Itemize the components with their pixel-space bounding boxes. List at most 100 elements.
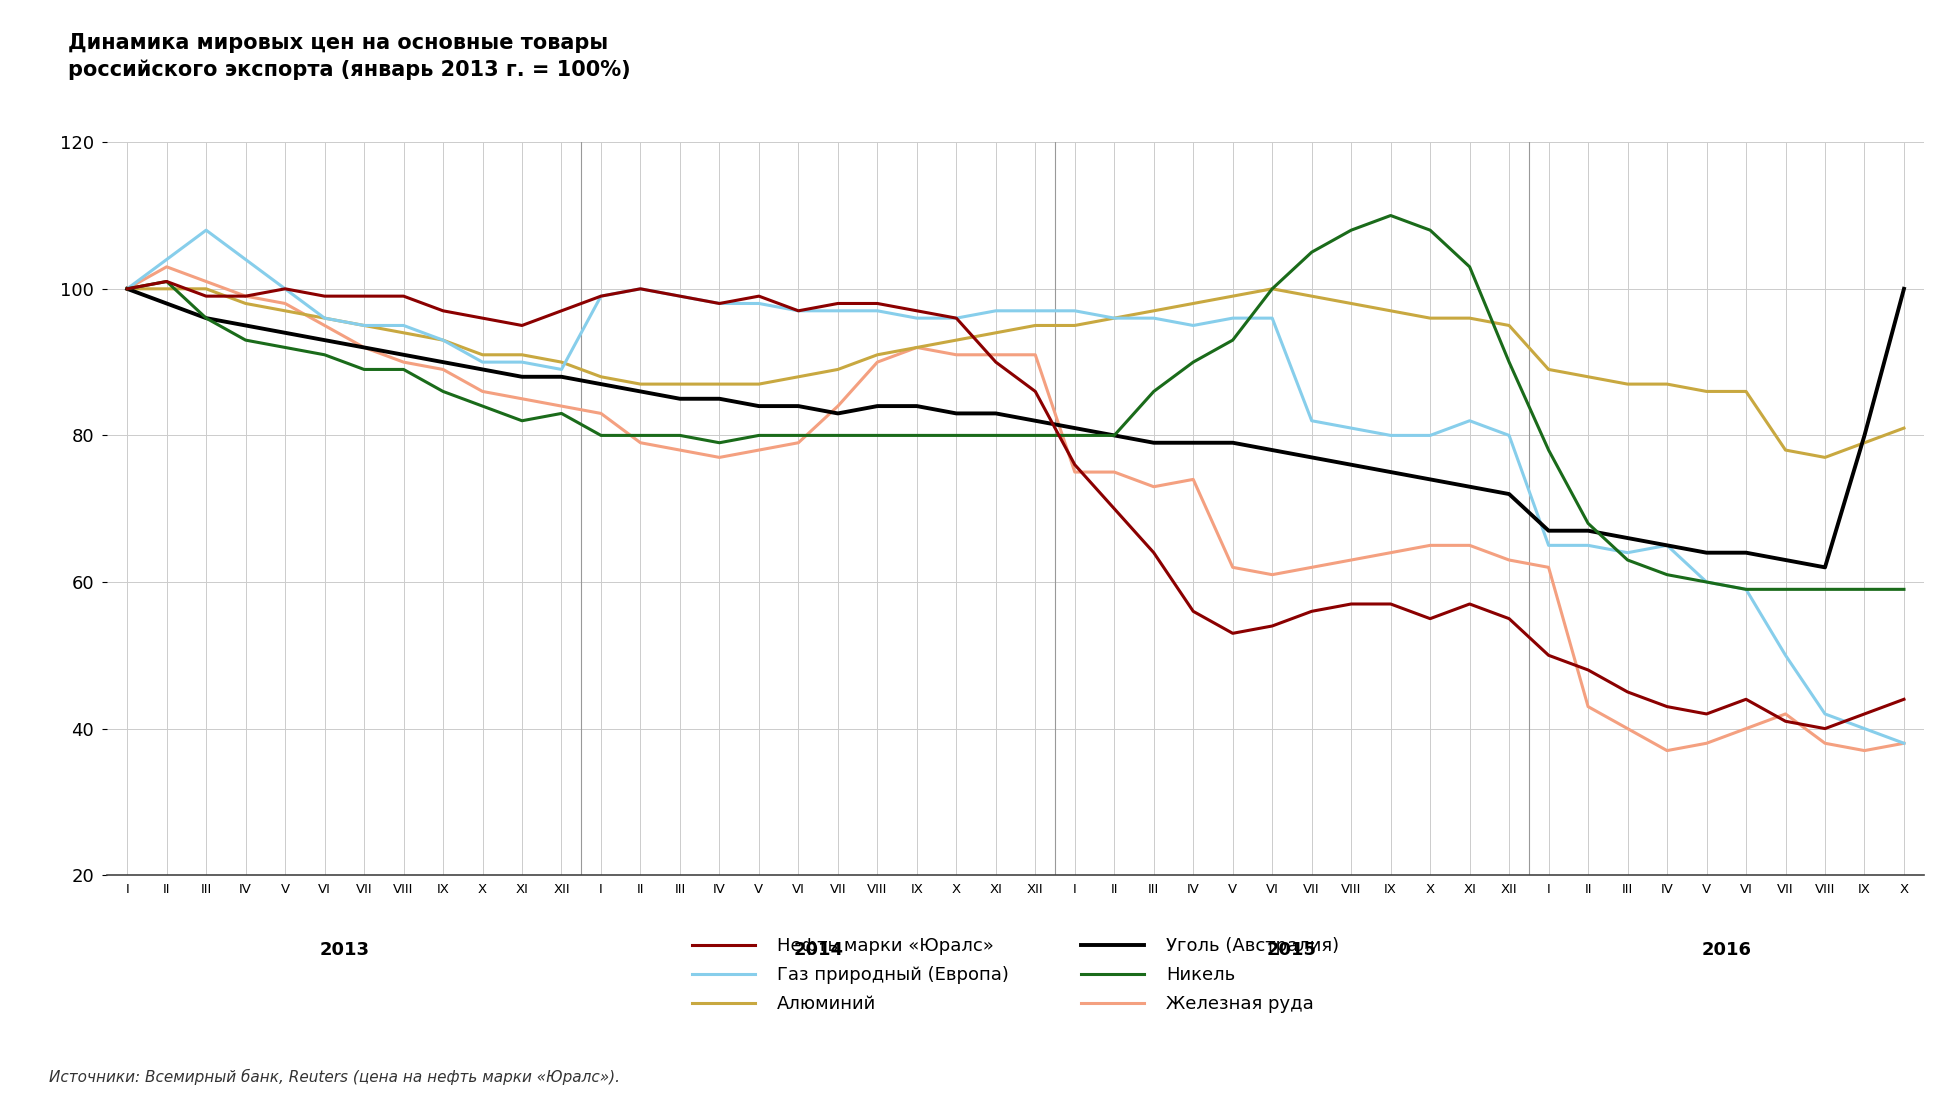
Line: Никель: Никель (127, 216, 1904, 590)
Алюминий (1498, 319, 1521, 333)
Нефть марки «Юралс» (945, 312, 969, 325)
Газ природный (Европа) (1734, 583, 1758, 596)
Нефть марки «Юралс» (115, 282, 139, 295)
Железная руда (1576, 700, 1600, 713)
Уголь (Австралия) (1143, 437, 1166, 450)
Никель (1103, 429, 1127, 442)
Газ природный (Европа) (826, 304, 850, 317)
Нефть марки «Юралс» (195, 290, 219, 303)
Алюминий (1457, 312, 1480, 325)
Уголь (Австралия) (510, 370, 533, 383)
Никель (1418, 223, 1441, 236)
Железная руда (1537, 561, 1560, 574)
Алюминий (1892, 421, 1916, 434)
Алюминий (352, 319, 375, 333)
Нефть марки «Юралс» (1340, 597, 1363, 610)
Газ природный (Европа) (1418, 429, 1441, 442)
Legend: Нефть марки «Юралс», Газ природный (Европа), Алюминий, Уголь (Австралия), Никель: Нефть марки «Юралс», Газ природный (Евро… (686, 930, 1346, 1020)
Уголь (Австралия) (1537, 524, 1560, 537)
Газ природный (Европа) (471, 356, 494, 369)
Железная руда (1812, 736, 1836, 749)
Железная руда (668, 443, 691, 456)
Нефть марки «Юралс» (1498, 612, 1521, 625)
Уголь (Австралия) (826, 407, 850, 420)
Железная руда (510, 393, 533, 406)
Никель (668, 429, 691, 442)
Газ природный (Европа) (1892, 736, 1916, 749)
Никель (393, 363, 416, 376)
Железная руда (1143, 480, 1166, 493)
Алюминий (904, 341, 928, 354)
Нефть марки «Юралс» (1853, 708, 1877, 721)
Нефть марки «Юралс» (154, 275, 178, 288)
Уголь (Австралия) (668, 393, 691, 406)
Никель (312, 348, 336, 361)
Нефть марки «Юралс» (1418, 612, 1441, 625)
Алюминий (945, 334, 969, 347)
Железная руда (432, 363, 455, 376)
Уголь (Австралия) (195, 312, 219, 325)
Line: Железная руда: Железная руда (127, 267, 1904, 750)
Газ природный (Европа) (432, 334, 455, 347)
Алюминий (115, 282, 139, 295)
Газ природный (Европа) (1773, 649, 1797, 662)
Нефть марки «Юралс» (984, 356, 1008, 369)
Никель (629, 429, 652, 442)
Алюминий (826, 363, 850, 376)
Железная руда (904, 341, 928, 354)
Газ природный (Европа) (154, 253, 178, 266)
Никель (1812, 583, 1836, 596)
Нефть марки «Юралс» (629, 282, 652, 295)
Железная руда (115, 282, 139, 295)
Газ природный (Европа) (1812, 708, 1836, 721)
Железная руда (1695, 736, 1719, 749)
Алюминий (1062, 319, 1086, 333)
Газ природный (Европа) (1537, 539, 1560, 552)
Нефть марки «Юралс» (1695, 708, 1719, 721)
Уголь (Австралия) (234, 319, 258, 333)
Никель (154, 275, 178, 288)
Железная руда (195, 275, 219, 288)
Алюминий (1773, 443, 1797, 456)
Алюминий (312, 312, 336, 325)
Железная руда (787, 437, 810, 450)
Нефть марки «Юралс» (787, 304, 810, 317)
Газ природный (Европа) (1457, 415, 1480, 428)
Железная руда (590, 407, 613, 420)
Уголь (Австралия) (312, 334, 336, 347)
Уголь (Австралия) (1260, 443, 1283, 456)
Нефть марки «Юралс» (1301, 605, 1324, 618)
Нефть марки «Юралс» (352, 290, 375, 303)
Никель (1734, 583, 1758, 596)
Уголь (Австралия) (787, 399, 810, 412)
Text: Источники: Всемирный банк, Reuters (цена на нефть марки «Юралс»).: Источники: Всемирный банк, Reuters (цена… (49, 1069, 619, 1085)
Уголь (Австралия) (352, 341, 375, 354)
Уголь (Австралия) (1103, 429, 1127, 442)
Железная руда (312, 319, 336, 333)
Железная руда (748, 443, 771, 456)
Никель (1260, 282, 1283, 295)
Алюминий (1734, 385, 1758, 398)
Газ природный (Европа) (904, 312, 928, 325)
Газ природный (Европа) (1260, 312, 1283, 325)
Нефть марки «Юралс» (1812, 722, 1836, 735)
Газ природный (Европа) (748, 296, 771, 310)
Алюминий (629, 377, 652, 391)
Никель (590, 429, 613, 442)
Алюминий (273, 304, 297, 317)
Алюминий (1103, 312, 1127, 325)
Нефть марки «Юралс» (1537, 649, 1560, 662)
Нефть марки «Юралс» (1656, 700, 1680, 713)
Уголь (Австралия) (748, 399, 771, 412)
Нефть марки «Юралс» (1260, 619, 1283, 632)
Газ природный (Европа) (312, 312, 336, 325)
Уголь (Австралия) (1062, 421, 1086, 434)
Line: Уголь (Австралия): Уголь (Австралия) (127, 289, 1904, 568)
Железная руда (551, 399, 574, 412)
Никель (1340, 223, 1363, 236)
Железная руда (471, 385, 494, 398)
Никель (865, 429, 889, 442)
Нефть марки «Юралс» (1023, 385, 1047, 398)
Железная руда (1457, 539, 1480, 552)
Никель (1062, 429, 1086, 442)
